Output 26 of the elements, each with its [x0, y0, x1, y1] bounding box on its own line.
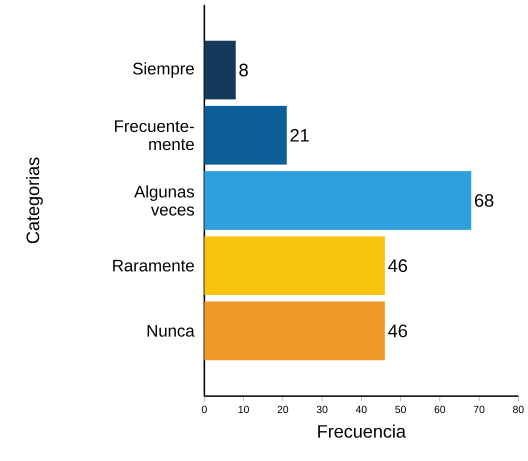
x-tick-label: 10 — [238, 406, 249, 414]
bar — [204, 236, 385, 296]
data-label: 8 — [239, 64, 248, 77]
x-tick-label: 30 — [316, 406, 328, 414]
data-label: 46 — [388, 324, 407, 338]
x-tick-label: 50 — [395, 406, 406, 414]
y-tick-label: Frecuente-mente — [115, 120, 194, 150]
x-axis-title: Frecuencia — [318, 424, 406, 438]
y-tick-label: Siempre — [133, 62, 194, 78]
bar — [204, 302, 385, 360]
x-tick-label: 0 — [202, 406, 207, 414]
y-tick-label: Algunas veces — [134, 185, 194, 216]
y-tick-label: Nunca — [148, 325, 195, 337]
data-label: 21 — [290, 129, 309, 142]
x-tick-label: 20 — [278, 406, 288, 414]
y-tick-label: Raramente — [113, 260, 194, 272]
data-label: 68 — [474, 194, 494, 207]
x-tick-label: 60 — [434, 406, 446, 414]
x-tick-label: 70 — [474, 406, 484, 414]
y-axis-title: Categorias — [26, 158, 43, 244]
bar — [204, 171, 472, 230]
x-tick-label: 40 — [356, 406, 367, 414]
bar — [204, 40, 236, 100]
x-tick-label: 80 — [513, 406, 524, 414]
data-label: 46 — [388, 259, 407, 272]
bar — [204, 106, 287, 165]
